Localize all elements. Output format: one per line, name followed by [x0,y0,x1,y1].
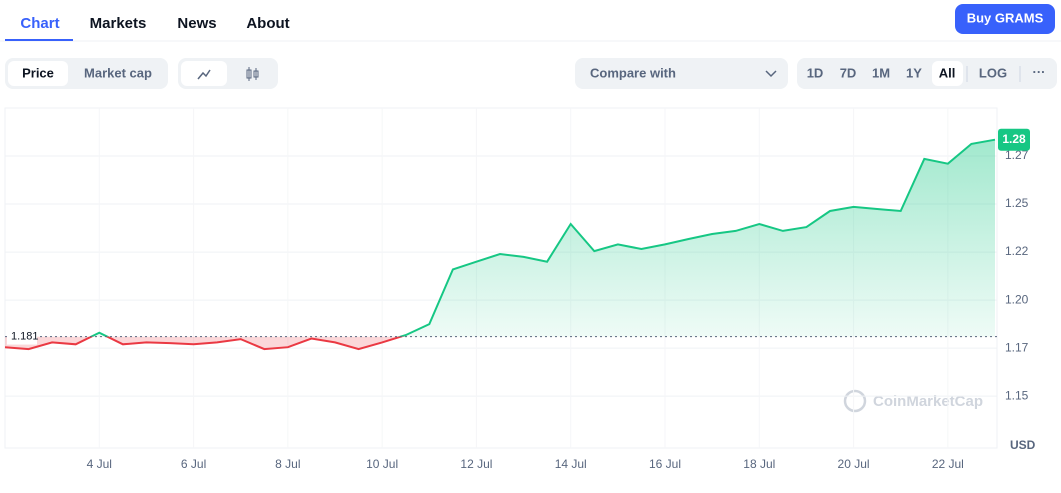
more-menu[interactable]: ··· [1033,64,1046,79]
x-tick-label: 8 Jul [275,457,300,471]
nav-tab[interactable]: News [177,15,216,32]
range-option[interactable]: 1D [807,65,824,80]
y-tick-label: 1.17 [1005,340,1029,354]
line-icon[interactable] [197,69,211,80]
range-option[interactable]: 1Y [906,65,922,80]
compare-dropdown[interactable] [575,58,788,89]
y-tick-label: 1.22 [1005,244,1029,258]
view-option[interactable]: Market cap [84,65,152,80]
range-option[interactable]: 1M [872,65,890,80]
baseline-label: 1.181 [11,330,39,342]
y-tick-label: 1.20 [1005,292,1029,306]
x-tick-label: 18 Jul [743,457,775,471]
currency: USD [1010,438,1036,452]
x-tick-label: 16 Jul [649,457,681,471]
area-up [91,139,995,337]
range-active [932,61,963,86]
line-up [89,138,996,337]
x-tick-label: 14 Jul [555,457,587,471]
x-tick-label: 22 Jul [932,457,964,471]
nav-tab[interactable]: Markets [90,15,147,32]
y-tick-label: 1.27 [1005,148,1029,162]
y-tick-label: 1.15 [1005,388,1029,402]
x-tick-label: 10 Jul [366,457,398,471]
range-option[interactable]: 7D [840,65,857,80]
range-option[interactable]: All [939,65,956,80]
baseline-label-bg [7,328,37,345]
nav-tab[interactable]: About [246,15,289,32]
chevron [765,70,777,78]
area-down [5,336,995,350]
view-option[interactable]: Price [22,65,54,80]
range-toggle [797,58,1057,89]
watermark-logo [843,389,867,413]
x-tick-label: 20 Jul [838,457,870,471]
x-tick-label: 12 Jul [460,457,492,471]
line-down [4,336,405,351]
y-tick-label: 1.25 [1005,196,1029,210]
x-tick-label: 6 Jul [181,457,206,471]
buy-button[interactable] [955,4,1055,34]
buy-button-label[interactable]: Buy GRAMS [967,10,1044,25]
price-tag-label: 1.28 [1002,132,1026,146]
compare-label[interactable]: Compare with [590,65,676,80]
price-tag [998,128,1030,151]
nav-tab[interactable]: Chart [20,15,59,32]
view-active [8,61,68,86]
x-tick-label: 4 Jul [87,457,112,471]
watermark: CoinMarketCap [873,393,983,410]
range-option[interactable]: LOG [979,65,1007,80]
chart-frame [4,107,998,449]
candle-icon[interactable] [246,67,259,81]
